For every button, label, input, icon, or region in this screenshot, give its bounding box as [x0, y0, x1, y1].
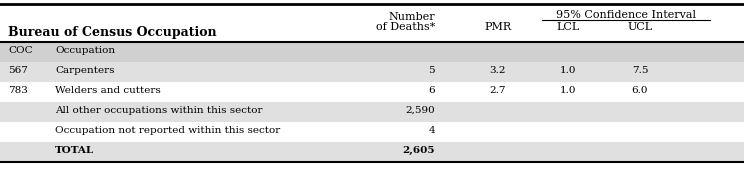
Bar: [0, 62, 744, 82]
Text: 567: 567: [8, 66, 28, 75]
Text: Occupation not reported within this sector: Occupation not reported within this sect…: [55, 126, 280, 135]
Text: 95% Confidence Interval: 95% Confidence Interval: [556, 10, 696, 20]
Bar: [0, 142, 744, 162]
Bar: [0, 122, 744, 142]
Text: 2,590: 2,590: [405, 106, 435, 115]
Text: COC: COC: [8, 46, 33, 55]
Text: 4: 4: [429, 126, 435, 135]
Text: 1.0: 1.0: [559, 86, 577, 95]
Bar: [0, 82, 744, 102]
Text: 2,605: 2,605: [403, 146, 435, 155]
Text: PMR: PMR: [484, 22, 512, 32]
Text: Carpenters: Carpenters: [55, 66, 115, 75]
Bar: [0, 4, 744, 42]
Text: 2.7: 2.7: [490, 86, 506, 95]
Text: LCL: LCL: [557, 22, 580, 32]
Text: 7.5: 7.5: [632, 66, 648, 75]
Bar: [0, 102, 744, 122]
Text: 1.0: 1.0: [559, 66, 577, 75]
Text: UCL: UCL: [627, 22, 652, 32]
Text: Welders and cutters: Welders and cutters: [55, 86, 161, 95]
Text: Bureau of Census Occupation: Bureau of Census Occupation: [8, 26, 217, 39]
Text: of Deaths*: of Deaths*: [376, 22, 435, 32]
Text: 5: 5: [429, 66, 435, 75]
Text: Occupation: Occupation: [55, 46, 115, 55]
Text: Number: Number: [388, 12, 435, 22]
Text: 6.0: 6.0: [632, 86, 648, 95]
Text: All other occupations within this sector: All other occupations within this sector: [55, 106, 263, 115]
Text: TOTAL: TOTAL: [55, 146, 94, 155]
Text: 3.2: 3.2: [490, 66, 506, 75]
Bar: [0, 42, 744, 62]
Text: 783: 783: [8, 86, 28, 95]
Text: 6: 6: [429, 86, 435, 95]
